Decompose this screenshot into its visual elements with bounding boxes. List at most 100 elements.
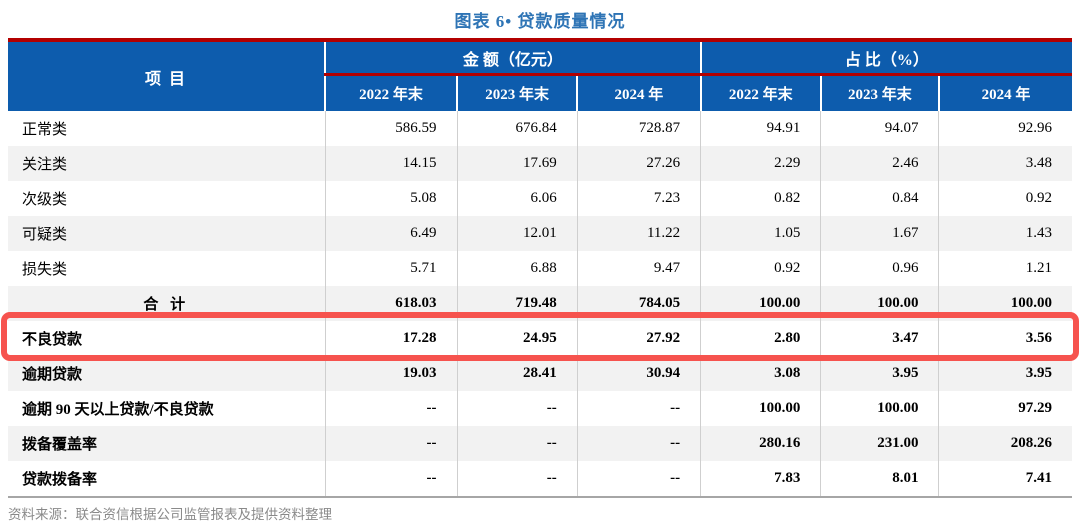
cell-value: 24.95: [456, 321, 578, 356]
table-row: 不良贷款 17.28 24.95 27.92 2.80 3.47 3.56: [8, 321, 1072, 356]
sub-header-row: 2022 年末 2023 年末 2024 年 2022 年末 2023 年末 2…: [8, 74, 1072, 111]
table-row: 拨备覆盖率 -- -- -- 280.16 231.00 208.26: [8, 426, 1072, 461]
cell-value: 27.26: [576, 146, 701, 181]
row-label: 可疑类: [22, 227, 68, 243]
subheader-ratio-2023: 2023 年末: [819, 74, 939, 111]
cell-value: 7.41: [938, 461, 1072, 497]
table-row: 次级类 5.08 6.06 7.23 0.82 0.84 0.92: [8, 181, 1072, 216]
cell-value: 100.00: [700, 391, 821, 426]
cell-value: --: [324, 391, 457, 426]
table-row: 关注类 14.15 17.69 27.26 2.29 2.46 3.48: [8, 146, 1072, 181]
loan-quality-table: 项 目 金 额（亿元） 占 比（%） 2022 年末 2023 年末 2024 …: [1, 38, 1079, 498]
table-row: 合 计 618.03 719.48 784.05 100.00 100.00 1…: [8, 286, 1072, 321]
cell-value: --: [324, 461, 457, 497]
cell-value: 618.03: [324, 286, 457, 321]
row-label: 次级类: [22, 192, 68, 208]
cell-value: 94.07: [820, 111, 939, 146]
column-group-amount: 金 额（亿元）: [325, 40, 702, 76]
row-label: 逾期 90 天以上贷款/不良贷款: [22, 402, 214, 418]
cell-value: 1.67: [820, 216, 939, 251]
cell-value: 3.48: [938, 146, 1072, 181]
subheader-ratio-2024: 2024 年: [937, 74, 1072, 111]
cell-value: 2.46: [820, 146, 939, 181]
column-group-ratio: 占 比（%）: [700, 40, 1072, 76]
cell-value: 0.82: [700, 181, 821, 216]
cell-value: 7.83: [700, 461, 821, 497]
cell-value: 676.84: [456, 111, 578, 146]
source-note: 资料来源：联合资信根据公司监管报表及提供资料整理: [8, 507, 332, 522]
cell-value: --: [576, 461, 701, 497]
group-header-row: 项 目 金 额（亿元） 占 比（%）: [8, 40, 1072, 111]
cell-value: 11.22: [576, 216, 701, 251]
cell-value: 0.92: [700, 251, 821, 286]
cell-value: 231.00: [820, 426, 939, 461]
row-label: 正常类: [22, 122, 68, 138]
cell-value: --: [576, 426, 701, 461]
row-label: 不良贷款: [22, 332, 83, 348]
cell-value: 208.26: [938, 426, 1072, 461]
cell-value: 100.00: [820, 391, 939, 426]
cell-value: 3.56: [938, 321, 1072, 356]
table-row: 逾期贷款 19.03 28.41 30.94 3.08 3.95 3.95: [8, 356, 1072, 391]
cell-value: 0.92: [938, 181, 1072, 216]
cell-value: --: [456, 426, 578, 461]
cell-value: 12.01: [456, 216, 578, 251]
cell-value: 280.16: [700, 426, 821, 461]
cell-value: 27.92: [576, 321, 701, 356]
cell-value: 7.23: [576, 181, 701, 216]
cell-value: 19.03: [324, 356, 457, 391]
cell-value: 2.80: [700, 321, 821, 356]
cell-value: 6.06: [456, 181, 578, 216]
cell-value: --: [456, 461, 578, 497]
row-label: 关注类: [22, 157, 68, 173]
cell-value: 100.00: [820, 286, 939, 321]
cell-value: --: [456, 391, 578, 426]
cell-value: 1.43: [938, 216, 1072, 251]
cell-value: --: [576, 391, 701, 426]
subheader-amount-2022: 2022 年末: [324, 74, 457, 111]
cell-value: 8.01: [820, 461, 939, 497]
row-label: 合 计: [143, 297, 190, 313]
cell-value: 5.08: [324, 181, 457, 216]
column-header-item: 项 目: [8, 40, 327, 111]
cell-value: 3.95: [938, 356, 1072, 391]
cell-value: 30.94: [576, 356, 701, 391]
row-label: 拨备覆盖率: [22, 437, 98, 453]
subheader-amount-2024: 2024 年: [576, 74, 701, 111]
row-label: 贷款拨备率: [22, 472, 98, 488]
cell-value: 17.69: [456, 146, 578, 181]
table-row: 贷款拨备率 -- -- -- 7.83 8.01 7.41: [8, 461, 1072, 497]
cell-value: 28.41: [456, 356, 578, 391]
cell-value: 92.96: [938, 111, 1072, 146]
cell-value: 6.49: [324, 216, 457, 251]
row-label: 逾期贷款: [22, 367, 83, 383]
cell-value: 9.47: [576, 251, 701, 286]
cell-value: 6.88: [456, 251, 578, 286]
cell-value: 728.87: [576, 111, 701, 146]
table-row: 损失类 5.71 6.88 9.47 0.92 0.96 1.21: [8, 251, 1072, 286]
table-row: 逾期 90 天以上贷款/不良贷款 -- -- -- 100.00 100.00 …: [8, 391, 1072, 426]
table-body: 正常类 586.59 676.84 728.87 94.91 94.07 92.…: [8, 111, 1072, 497]
cell-value: 3.08: [700, 356, 821, 391]
cell-value: 2.29: [700, 146, 821, 181]
cell-value: --: [324, 426, 457, 461]
figure-title: 图表 6• 贷款质量情况: [454, 12, 626, 31]
cell-value: 3.47: [820, 321, 939, 356]
row-label: 损失类: [22, 262, 68, 278]
subheader-ratio-2022: 2022 年末: [699, 74, 821, 111]
cell-value: 3.95: [820, 356, 939, 391]
table-row: 可疑类 6.49 12.01 11.22 1.05 1.67 1.43: [8, 216, 1072, 251]
cell-value: 0.96: [820, 251, 939, 286]
cell-value: 100.00: [700, 286, 821, 321]
cell-value: 586.59: [324, 111, 457, 146]
cell-value: 14.15: [324, 146, 457, 181]
cell-value: 784.05: [576, 286, 701, 321]
cell-value: 0.84: [820, 181, 939, 216]
cell-value: 17.28: [324, 321, 457, 356]
table-row: 正常类 586.59 676.84 728.87 94.91 94.07 92.…: [8, 111, 1072, 146]
cell-value: 94.91: [700, 111, 821, 146]
cell-value: 5.71: [324, 251, 457, 286]
cell-value: 719.48: [456, 286, 578, 321]
cell-value: 97.29: [938, 391, 1072, 426]
